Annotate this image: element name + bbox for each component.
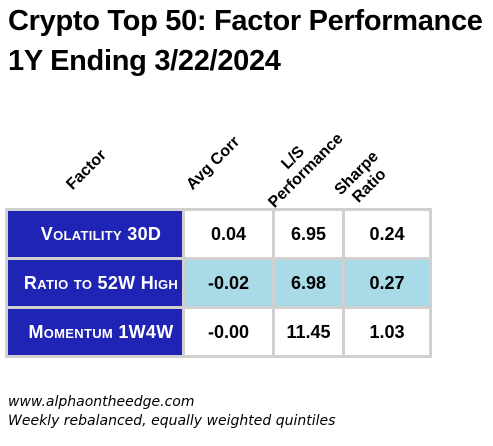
- factor-label: Ratio to 52W High: [8, 260, 182, 306]
- header-ls-performance: L/S Performance: [253, 117, 348, 212]
- title-line-1: Crypto Top 50: Factor Performance: [8, 5, 483, 37]
- header-factor-label: Factor: [63, 146, 110, 194]
- ls-performance-cell: 6.95: [275, 211, 342, 257]
- header-factor: Factor: [63, 147, 110, 194]
- table-row: Volatility 30D 0.04 6.95 0.24: [8, 211, 429, 257]
- title-line-2: 1Y Ending 3/22/2024: [8, 45, 281, 77]
- table-row: Momentum 1W4W -0.00 11.45 1.03: [8, 309, 429, 355]
- avg-corr-cell: 0.04: [185, 211, 272, 257]
- footer-website: www.alphaontheedge.com: [8, 394, 195, 410]
- header-avg-corr-label: Avg Corr: [183, 133, 244, 194]
- table-row: Ratio to 52W High -0.02 6.98 0.27: [8, 260, 429, 306]
- header-sharpe-ratio: Sharpe Ratio: [332, 148, 396, 212]
- avg-corr-cell: -0.02: [185, 260, 272, 306]
- ls-performance-cell: 6.98: [275, 260, 342, 306]
- sharpe-ratio-cell: 0.24: [345, 211, 429, 257]
- avg-corr-cell: -0.00: [185, 309, 272, 355]
- sharpe-ratio-cell: 1.03: [345, 309, 429, 355]
- ls-performance-cell: 11.45: [275, 309, 342, 355]
- sharpe-ratio-cell: 0.27: [345, 260, 429, 306]
- factor-label: Volatility 30D: [8, 211, 182, 257]
- factor-table: Volatility 30D 0.04 6.95 0.24 Ratio to 5…: [5, 208, 432, 358]
- footer-note: Weekly rebalanced, equally weighted quin…: [8, 413, 336, 429]
- factor-label: Momentum 1W4W: [8, 309, 182, 355]
- header-avg-corr: Avg Corr: [183, 133, 244, 194]
